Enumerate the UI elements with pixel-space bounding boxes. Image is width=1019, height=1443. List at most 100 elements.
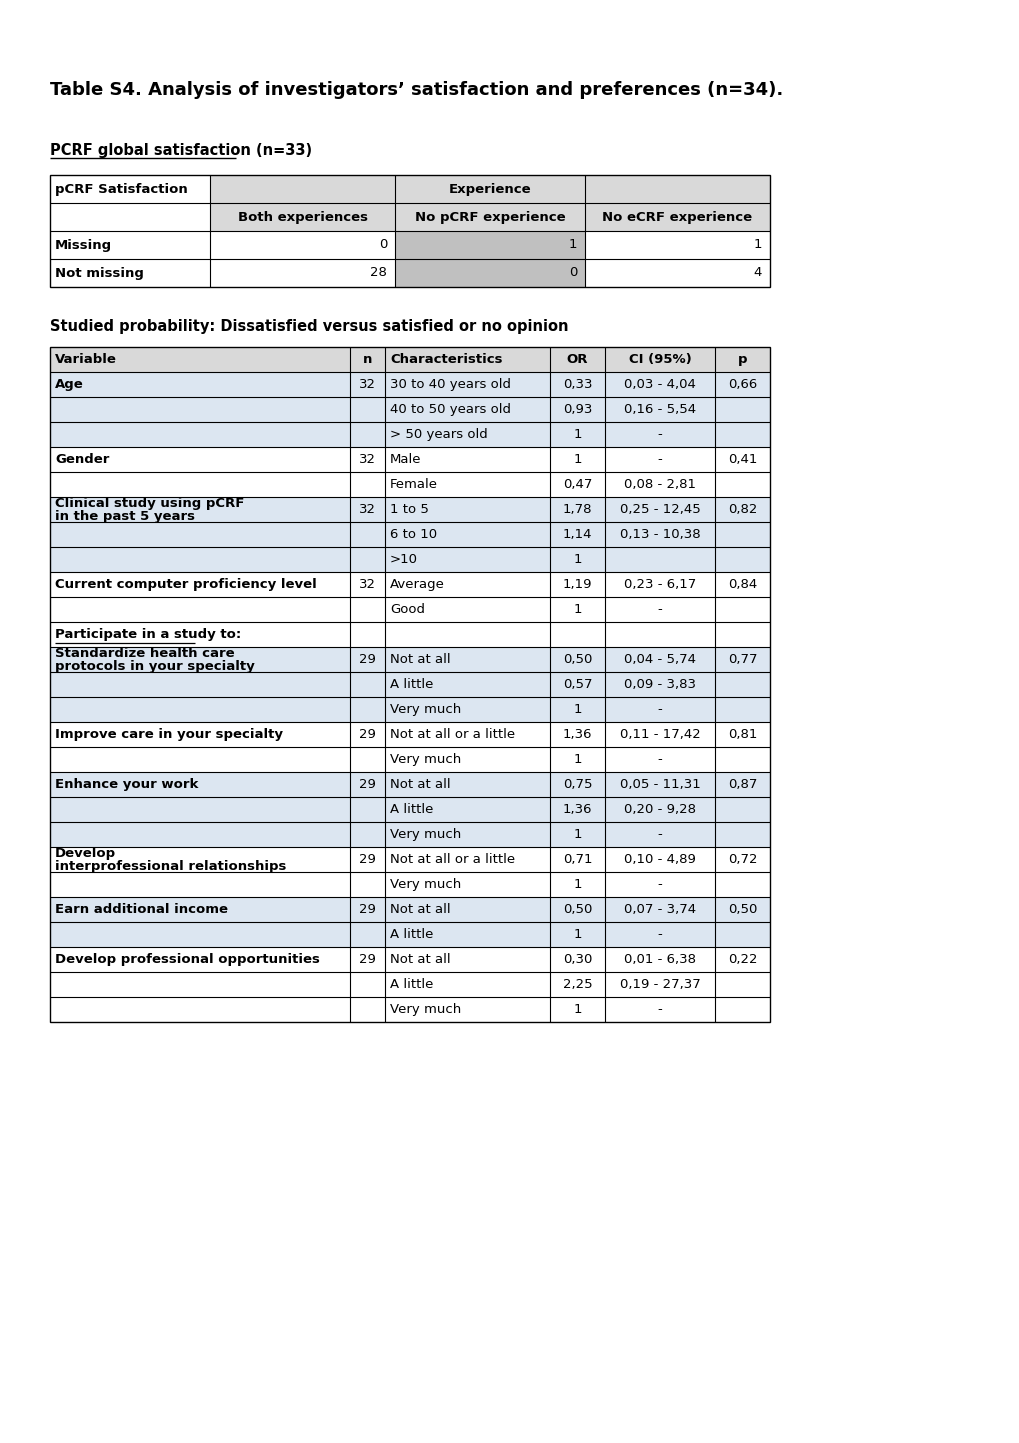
Bar — [714, 922, 769, 947]
Text: Average: Average — [389, 579, 444, 592]
Text: 0,23 - 6,17: 0,23 - 6,17 — [624, 579, 695, 592]
Text: No pCRF experience: No pCRF experience — [415, 211, 565, 224]
Bar — [384, 346, 549, 372]
Bar — [50, 597, 350, 622]
Bar — [604, 722, 714, 747]
Bar — [50, 697, 350, 722]
Bar — [384, 672, 549, 697]
Bar — [549, 672, 604, 697]
Text: 1: 1 — [573, 553, 581, 566]
Bar — [50, 872, 350, 898]
Bar — [604, 571, 714, 597]
Bar — [549, 397, 604, 421]
Bar — [549, 797, 604, 823]
Bar — [549, 421, 604, 447]
Bar — [350, 947, 384, 973]
Text: Characteristics: Characteristics — [389, 354, 502, 367]
Text: -: - — [657, 828, 661, 841]
Bar — [604, 747, 714, 772]
Bar — [50, 947, 350, 973]
Bar — [350, 372, 384, 397]
Text: 32: 32 — [359, 504, 376, 517]
Text: Develop: Develop — [55, 847, 116, 860]
Bar — [714, 472, 769, 496]
Bar — [350, 847, 384, 872]
Bar — [714, 522, 769, 547]
Bar — [394, 231, 585, 258]
Bar — [714, 947, 769, 973]
Bar — [714, 997, 769, 1022]
Bar — [714, 447, 769, 472]
Bar — [714, 797, 769, 823]
Bar — [384, 447, 549, 472]
Bar — [50, 258, 210, 287]
Bar — [604, 547, 714, 571]
Text: Very much: Very much — [389, 703, 461, 716]
Text: 1,78: 1,78 — [562, 504, 592, 517]
Bar — [50, 997, 350, 1022]
Bar — [384, 973, 549, 997]
Bar — [210, 203, 394, 231]
Text: 0: 0 — [378, 238, 386, 251]
Bar — [604, 472, 714, 496]
Bar — [714, 646, 769, 672]
Bar — [384, 772, 549, 797]
Bar — [350, 722, 384, 747]
Bar — [549, 772, 604, 797]
Text: Improve care in your specialty: Improve care in your specialty — [55, 729, 282, 742]
Bar — [604, 447, 714, 472]
Bar — [549, 346, 604, 372]
Bar — [714, 372, 769, 397]
Bar — [714, 697, 769, 722]
Bar — [714, 397, 769, 421]
Text: Table S4. Analysis of investigators’ satisfaction and preferences (n=34).: Table S4. Analysis of investigators’ sat… — [50, 81, 783, 100]
Bar — [50, 346, 769, 1022]
Bar — [50, 231, 210, 258]
Text: -: - — [657, 429, 661, 442]
Bar — [384, 421, 549, 447]
Text: 0,57: 0,57 — [562, 678, 592, 691]
Bar — [350, 496, 384, 522]
Bar — [50, 571, 350, 597]
Bar — [604, 997, 714, 1022]
Bar — [350, 747, 384, 772]
Bar — [50, 397, 350, 421]
Bar — [604, 622, 714, 646]
Text: 0,25 - 12,45: 0,25 - 12,45 — [619, 504, 700, 517]
Bar — [549, 472, 604, 496]
Text: 0,82: 0,82 — [728, 504, 756, 517]
Text: 29: 29 — [359, 853, 376, 866]
Text: 0,19 - 27,37: 0,19 - 27,37 — [619, 978, 700, 991]
Text: Very much: Very much — [389, 753, 461, 766]
Bar — [604, 898, 714, 922]
Bar — [350, 672, 384, 697]
Text: Earn additional income: Earn additional income — [55, 903, 228, 916]
Text: 0,07 - 3,74: 0,07 - 3,74 — [624, 903, 695, 916]
Text: Gender: Gender — [55, 453, 109, 466]
Text: Not at all: Not at all — [389, 654, 450, 667]
Bar — [50, 898, 350, 922]
Text: > 50 years old: > 50 years old — [389, 429, 487, 442]
Bar — [50, 672, 350, 697]
Bar — [350, 997, 384, 1022]
Bar — [714, 421, 769, 447]
Bar — [350, 898, 384, 922]
Bar — [210, 258, 394, 287]
Text: No eCRF experience: No eCRF experience — [602, 211, 752, 224]
Bar — [50, 346, 350, 372]
Text: 1: 1 — [573, 753, 581, 766]
Bar — [604, 947, 714, 973]
Bar — [549, 522, 604, 547]
Bar — [714, 872, 769, 898]
Text: Not at all or a little: Not at all or a little — [389, 853, 515, 866]
Text: Very much: Very much — [389, 828, 461, 841]
Bar — [50, 203, 210, 231]
Text: Participate in a study to:: Participate in a study to: — [55, 628, 242, 641]
Text: Not at all: Not at all — [389, 903, 450, 916]
Text: 30 to 40 years old: 30 to 40 years old — [389, 378, 511, 391]
Text: 0,72: 0,72 — [727, 853, 756, 866]
Text: 1: 1 — [573, 928, 581, 941]
Bar — [384, 522, 549, 547]
Text: 1,14: 1,14 — [562, 528, 592, 541]
Bar — [384, 847, 549, 872]
